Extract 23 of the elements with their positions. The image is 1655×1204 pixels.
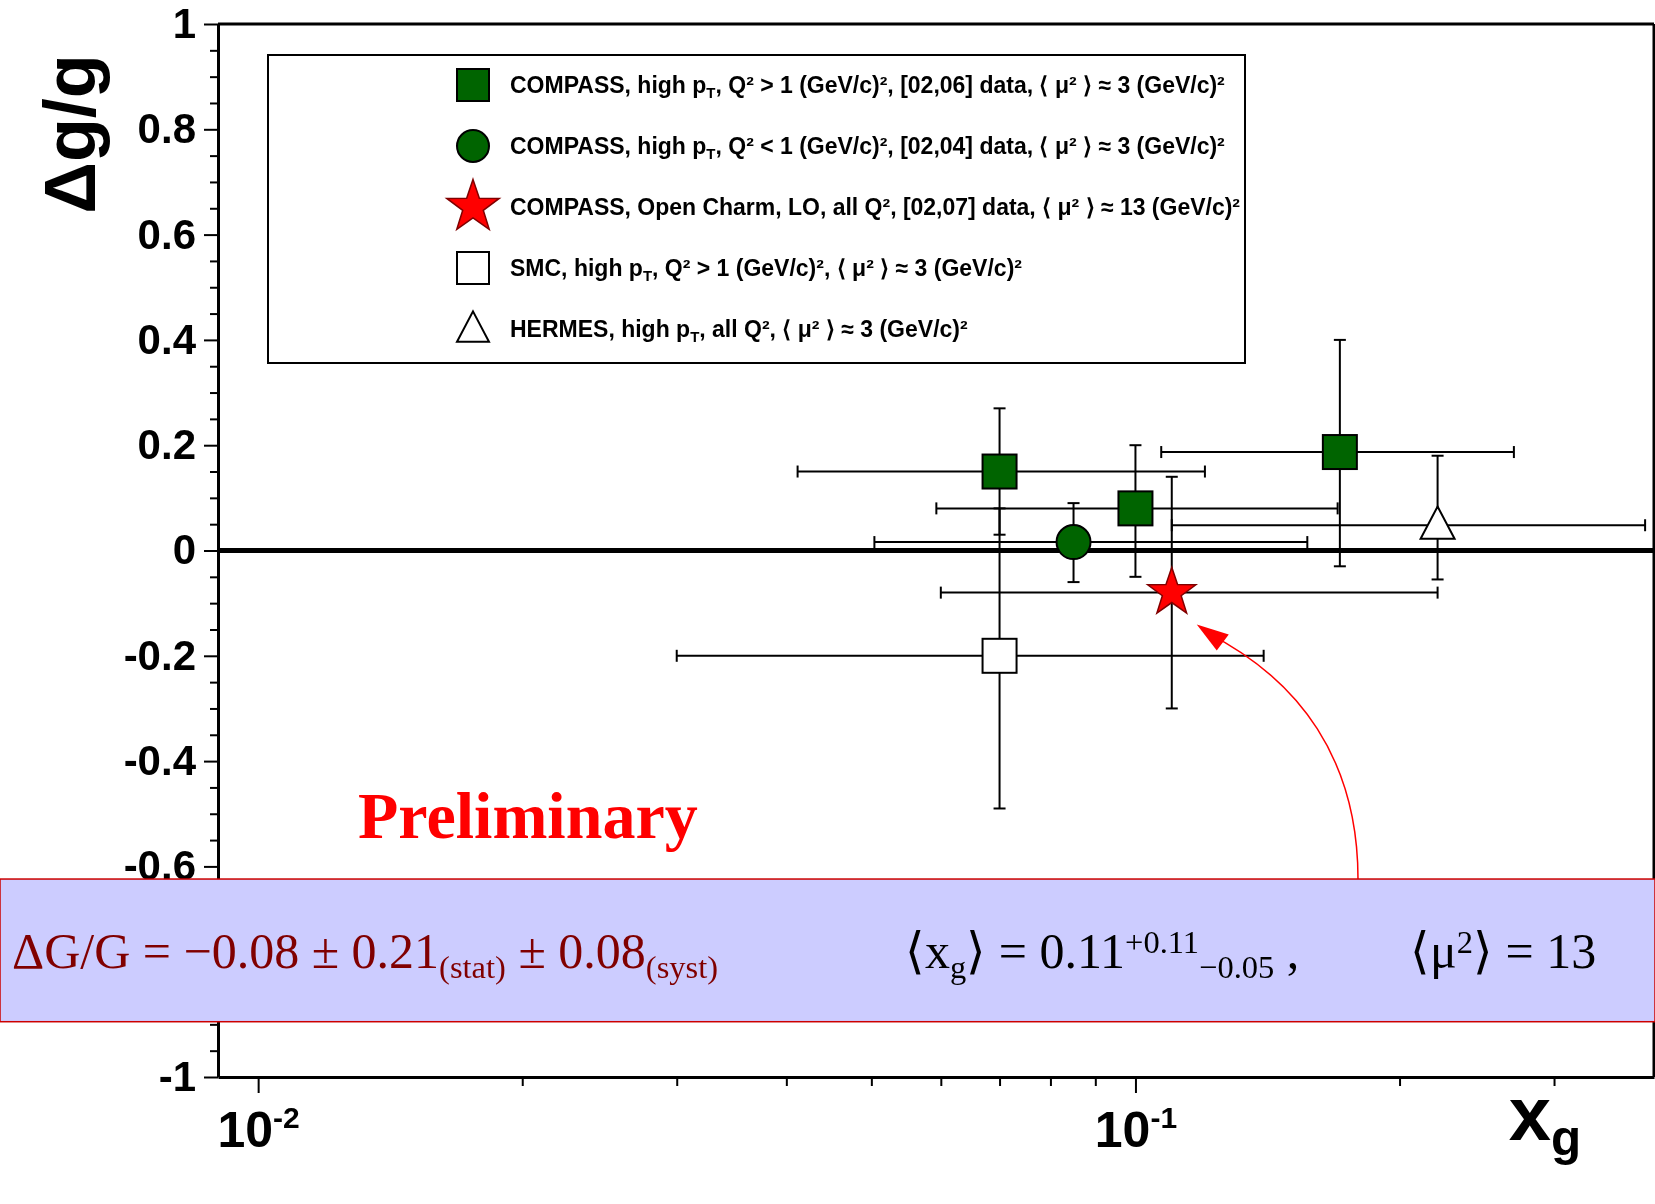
- y-tick-label: -0.4: [123, 737, 197, 785]
- annotation: Preliminary: [358, 779, 698, 852]
- y-tick-label: 1: [172, 0, 196, 47]
- annotation: ⟨x$_{g}$⟩ = 0.11$^{+0.11}$$_{−0.05}$ ,: [905, 923, 1300, 986]
- y-axis-title: Δg/g: [30, 54, 110, 214]
- y-tick-label: 0.4: [137, 315, 197, 363]
- y-tick-label: 0: [172, 526, 196, 574]
- legend-label: COMPASS, high p$_{T}$, Q² > 1 (GeV/c)², [02,06] data, ⟨ μ² ⟩ ≈ 3 (GeV/c)²: [510, 72, 1226, 101]
- legend-label: COMPASS, Open Charm, LO, all Q², [02,07] data, ⟨ μ² ⟩ ≈ 13 (GeV/c)²: [510, 194, 1241, 220]
- x-tick-label: 10$^{-2}$: [217, 1100, 300, 1158]
- x-axis-title: x$_{g}$: [1508, 1071, 1582, 1166]
- x-tick-label: 10$^{-1}$: [1094, 1100, 1178, 1158]
- y-tick-label: 0.8: [137, 105, 196, 153]
- annotation: ΔG/G = −0.08 ± 0.21$_{(stat)}$ ± 0.08$_{(syst)}$: [12, 923, 719, 986]
- annotation: ⟨μ$^{2}$⟩ = 13: [1410, 923, 1597, 980]
- legend-label: SMC, high p$_{T}$, Q² > 1 (GeV/c)², ⟨ μ² ⟩ ≈ 3 (GeV/c)²: [510, 255, 1023, 284]
- legend-label: COMPASS, high p$_{T}$, Q² < 1 (GeV/c)², [02,04] data, ⟨ μ² ⟩ ≈ 3 (GeV/c)²: [510, 133, 1226, 162]
- y-tick-label: -0.2: [123, 631, 196, 679]
- y-tick-label: 0.6: [137, 210, 196, 258]
- legend-label: HERMES, high p$_{T}$, all Q², ⟨ μ² ⟩ ≈ 3 (GeV/c)²: [510, 316, 968, 345]
- y-tick-label: -1: [158, 1052, 196, 1100]
- y-tick-label: 0.2: [137, 421, 196, 469]
- y-tick-label: -0.6: [123, 842, 196, 890]
